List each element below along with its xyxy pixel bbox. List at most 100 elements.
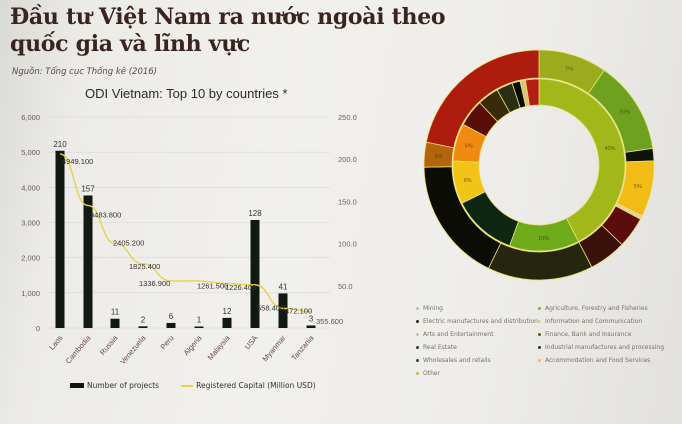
line-value-label: 472.100 [285, 306, 312, 315]
donut-legend-item: Agriculture, Forestry and Fisheries [538, 305, 678, 312]
left-tick-label: 4,000 [21, 183, 40, 192]
donut-legend-item: Wholesales and retails [416, 357, 538, 364]
legend-label: Accommodation and Food Services [545, 357, 651, 364]
legend-bullet-icon [416, 320, 419, 323]
legend-bullet-icon [416, 346, 419, 349]
legend-bullet-icon [416, 333, 419, 336]
bar-swatch-icon [70, 383, 84, 388]
title-line-2: quốc gia và lĩnh vực [10, 31, 250, 57]
x-tick-label: USA [243, 334, 260, 352]
bar-value-label: 41 [279, 282, 288, 291]
bar [250, 219, 260, 328]
line-series-capital: 4949.100 3483.800 2405.200 1825.400 1336.900… [59, 153, 343, 326]
right-tick-label: 200.0 [338, 155, 357, 164]
line-value-label: 1825.400 [129, 262, 160, 271]
x-tick-label: Cambodia [64, 333, 93, 366]
legend-label: Finance, Bank and Insurance [545, 331, 632, 338]
right-axis: 50.0 100.0 150.0 200.0 250.0 [338, 113, 357, 291]
donut-legend-item: Information and Communication [538, 318, 678, 325]
right-tick-label: 100.0 [338, 240, 357, 249]
donut-segment-label: 10% [538, 236, 549, 242]
left-tick-label: 6,000 [21, 113, 40, 122]
legend-bullet-icon [416, 359, 419, 362]
legend-label: Real Estate [423, 344, 457, 351]
donut-segment-label: 5% [634, 184, 642, 190]
bar-value-label: 6 [169, 312, 174, 321]
donut-segment [425, 49, 540, 149]
donut-segment [524, 78, 540, 107]
right-tick-label: 150.0 [338, 197, 357, 206]
donut-legend-item: Real Estate [416, 344, 538, 351]
right-tick-label: 50.0 [338, 282, 353, 291]
legend-label: Number of projects [87, 381, 160, 390]
line-value-label: 2405.200 [113, 238, 144, 247]
legend-item-projects: Number of projects [70, 381, 159, 390]
legend-bullet-icon [538, 320, 541, 323]
donut-legend-item: Electric manufactures and distribution [416, 318, 538, 325]
legend-label: Industrial manufactures and processing [545, 344, 665, 351]
x-tick-label: Laos [47, 333, 65, 351]
x-tick-label: Venezuela [118, 333, 148, 366]
legend-item-capital: Registered Capital (Million USD) [181, 381, 316, 390]
x-tick-label: Peru [158, 334, 175, 352]
chart-legend: Number of projects Registered Capital (M… [70, 381, 316, 390]
donut-segment-label: 7% [565, 67, 573, 73]
left-tick-label: 1,000 [21, 289, 40, 298]
title-line-1: Đầu tư Việt Nam ra nước ngoài theo [10, 4, 446, 30]
line-value-label: 1226.400 [225, 283, 256, 292]
chart-title: ODI Vietnam: Top 10 by countries * [85, 86, 288, 101]
gridlines [48, 116, 330, 329]
x-tick-label: Tanzania [289, 333, 316, 362]
donut-chart-sectors: 7% 10% 5% 2% 40% 10% 6% 6% [423, 49, 655, 281]
line-value-label: 1336.900 [139, 279, 170, 288]
bar [222, 317, 232, 328]
donut-legend: Mining Agriculture, Forestry and Fisherie… [416, 305, 682, 377]
bar-value-label: 1 [197, 316, 202, 325]
bar [194, 326, 204, 328]
left-tick-label: 0 [36, 324, 40, 333]
left-tick-label: 5,000 [21, 148, 40, 157]
legend-bullet-icon [538, 307, 541, 310]
line-value-label: 4949.100 [62, 157, 93, 166]
bar [55, 150, 65, 328]
bar [278, 293, 288, 328]
left-tick-label: 2,000 [21, 254, 40, 263]
bar [83, 195, 93, 328]
bar [138, 326, 148, 328]
bar-value-label: 11 [111, 308, 120, 317]
legend-label: Arts and Entertainment [423, 331, 494, 338]
legend-label: Information and Communication [545, 318, 643, 325]
legend-label: Wholesales and retails [423, 357, 491, 364]
bar [110, 318, 120, 328]
source-note: Nguồn: Tổng cục Thống kê (2016) [12, 67, 157, 77]
donut-segment [509, 217, 579, 252]
legend-bullet-icon [538, 346, 541, 349]
x-tick-label: Malaysia [206, 333, 232, 362]
donut-legend-item: Accommodation and Food Services [538, 357, 678, 364]
donut-legend-item: Mining [416, 305, 538, 312]
legend-bullet-icon [538, 359, 541, 362]
bar-value-label: 2 [141, 315, 146, 324]
capital-line [59, 153, 312, 313]
bar-value-label: 210 [53, 140, 67, 149]
donut-segment-label: 40% [604, 146, 615, 152]
legend-label: Mining [423, 305, 443, 312]
legend-label: Electric manufactures and distribution [423, 318, 538, 325]
x-tick-label: Myanmar [261, 333, 288, 363]
donut-segment-label: 6% [464, 178, 472, 184]
donut-legend-item: Industrial manufactures and processing [538, 344, 678, 351]
bar-value-label: 128 [248, 209, 262, 218]
legend-bullet-icon [416, 372, 419, 375]
bar-value-label: 3 [309, 314, 314, 323]
donut-segment-label: 6% [465, 144, 473, 150]
legend-label: Other [423, 370, 441, 377]
line-value-label: 1261.500 [197, 282, 228, 291]
legend-bullet-icon [538, 333, 541, 336]
donut-segment-label: 10% [619, 110, 630, 116]
donut-legend-item: Arts and Entertainment [416, 331, 538, 338]
line-swatch-icon [181, 384, 194, 387]
line-value-label: 558.400 [257, 303, 284, 312]
